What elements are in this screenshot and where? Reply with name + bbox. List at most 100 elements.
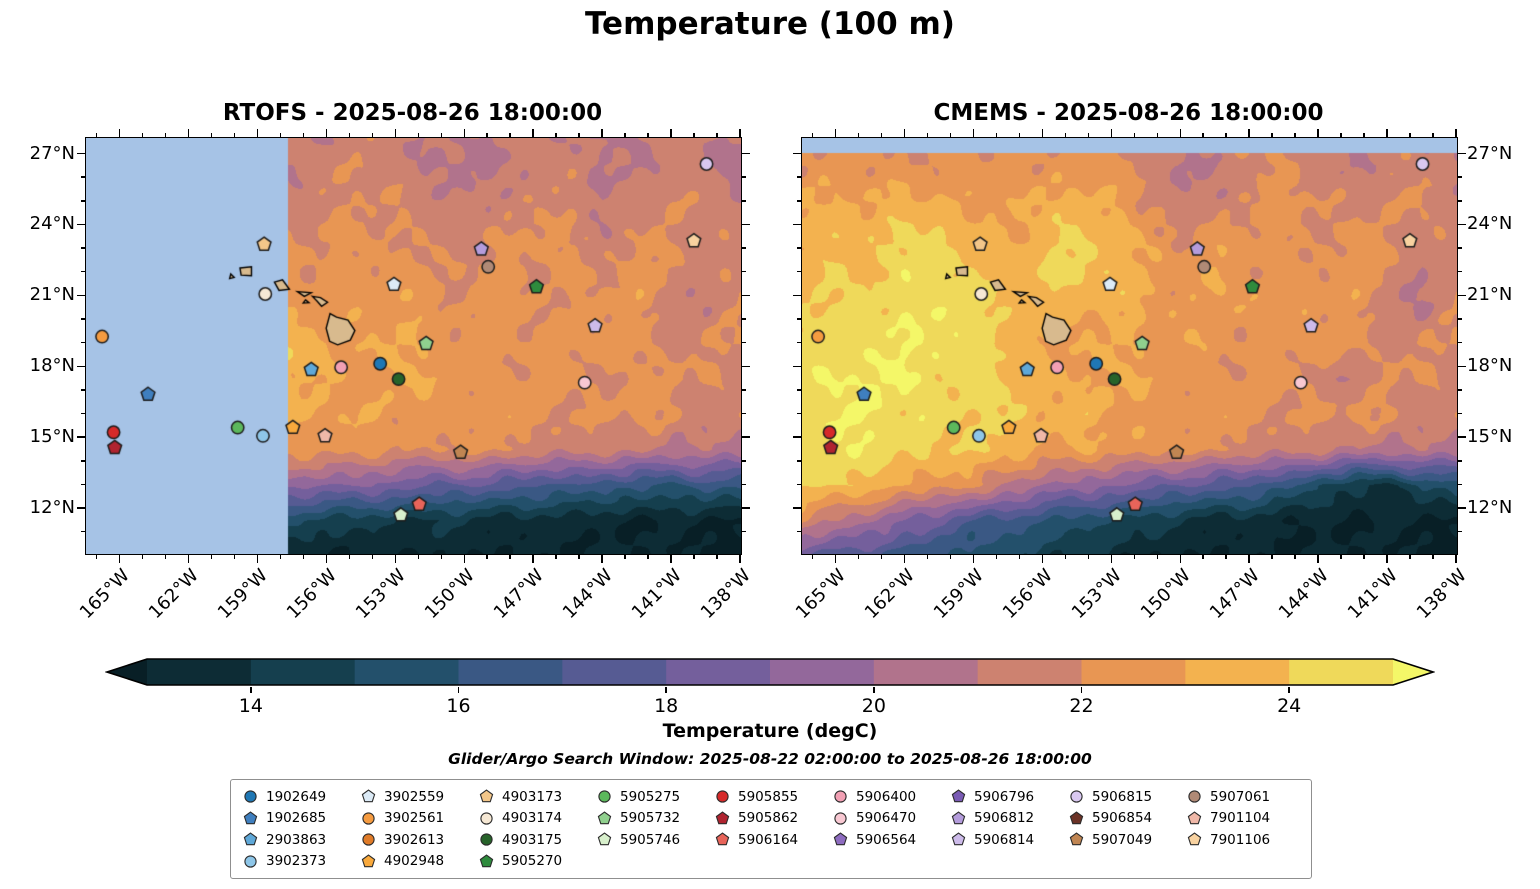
x-tick <box>926 554 929 560</box>
pentagon-marker <box>479 789 494 803</box>
legend-item-7901106: 7901106 <box>1187 829 1299 851</box>
y-tick <box>793 223 801 226</box>
x-tick-label: 165°W <box>792 565 851 624</box>
pentagon-marker-icon <box>479 854 494 867</box>
x-tick <box>1317 554 1319 563</box>
panel-title-cmems: CMEMS - 2025-08-26 18:00:00 <box>933 100 1324 126</box>
legend-item-5905862: 5905862 <box>715 808 827 830</box>
legend-label: 5905862 <box>738 810 799 827</box>
x-tick-label: 147°W <box>1205 565 1265 624</box>
colorbar-arrow <box>107 659 147 685</box>
y-tick-label: 15°N <box>1467 426 1513 448</box>
circle-marker <box>1188 790 1201 803</box>
legend-item-5906854: 5906854 <box>1069 808 1181 830</box>
x-tick <box>210 132 213 137</box>
x-tick <box>95 132 98 137</box>
legend-item-5905270: 5905270 <box>479 851 591 873</box>
circle-marker-icon <box>480 812 493 825</box>
y-tick <box>77 294 85 297</box>
x-tick <box>1018 554 1021 560</box>
x-tick <box>1041 129 1043 137</box>
x-tick <box>440 554 442 560</box>
x-tick-label: 138°W <box>696 565 755 624</box>
y-tick <box>80 460 85 462</box>
x-tick <box>1179 129 1181 137</box>
legend-item-5906815: 5906815 <box>1069 786 1181 808</box>
y-tick <box>1457 176 1463 178</box>
colorbar-segment <box>250 659 356 685</box>
colorbar-segment <box>458 659 563 685</box>
x-tick <box>325 129 327 137</box>
x-tick <box>371 554 373 560</box>
x-tick <box>463 129 465 137</box>
legend-label: 7901106 <box>1210 831 1271 848</box>
legend-label: 3902373 <box>266 853 327 870</box>
legend-column: 5905855 5905862 5906164 <box>715 786 827 872</box>
y-tick <box>796 389 801 391</box>
pentagon-marker-icon <box>597 811 612 824</box>
y-tick-label: 27°N <box>1467 142 1513 164</box>
x-tick <box>949 554 952 560</box>
legend-label: 5906815 <box>1092 788 1153 805</box>
x-tick <box>532 554 534 563</box>
x-tick <box>486 132 488 137</box>
legend-column: 5906400 5906470 5906564 <box>833 786 945 872</box>
y-tick <box>796 318 801 320</box>
y-tick <box>796 271 801 273</box>
x-tick <box>302 554 305 560</box>
x-tick <box>486 554 488 560</box>
legend-item-1902685: 1902685 <box>243 808 355 830</box>
y-tick <box>741 483 747 486</box>
legend-label: 5907049 <box>1092 831 1153 848</box>
colorbar-tick-label: 16 <box>446 695 471 717</box>
legend-label: 3902613 <box>384 831 445 848</box>
x-tick <box>1340 132 1342 137</box>
x-tick <box>532 129 534 137</box>
circle-marker <box>834 790 847 803</box>
x-tick <box>811 132 814 137</box>
y-tick <box>741 271 747 273</box>
pentagon-marker-icon <box>479 789 494 803</box>
x-tick <box>739 554 741 563</box>
x-tick <box>1041 554 1043 563</box>
circle-marker <box>362 812 375 825</box>
x-tick <box>949 132 952 137</box>
colorbar-segment <box>1289 659 1394 685</box>
legend-label: 3902561 <box>384 810 445 827</box>
x-tick <box>1156 132 1158 137</box>
y-tick <box>80 389 85 391</box>
legend-label: 1902649 <box>266 788 327 805</box>
circle-marker-icon <box>598 790 611 803</box>
y-tick <box>796 483 801 486</box>
y-tick <box>1457 507 1466 509</box>
y-tick <box>1457 247 1463 249</box>
y-tick <box>796 200 801 202</box>
circle-marker <box>244 790 257 803</box>
x-tick <box>1317 129 1319 137</box>
colorbar-tick-label: 24 <box>1277 695 1302 717</box>
x-tick <box>1409 554 1411 560</box>
x-tick <box>463 554 465 563</box>
x-tick-label: 162°W <box>861 565 920 624</box>
x-tick <box>141 132 144 137</box>
pentagon-marker-icon <box>715 811 730 824</box>
legend-label: 5906796 <box>974 788 1035 805</box>
legend-column: 3902559 3902561 3902613 4902948 <box>361 786 473 872</box>
legend-column: 4903173 4903174 4903175 5905270 <box>479 786 591 872</box>
legend-item-5907061: 5907061 <box>1187 786 1299 808</box>
pentagon-marker <box>1069 811 1084 824</box>
circle-marker <box>480 812 493 825</box>
x-tick <box>1087 554 1089 560</box>
legend-column: 5907061 7901104 7901106 <box>1187 786 1299 872</box>
legend-item-5905855: 5905855 <box>715 786 827 808</box>
legend-label: 5906812 <box>974 810 1035 827</box>
x-tick <box>95 554 98 560</box>
x-tick <box>187 554 190 563</box>
y-tick <box>77 223 85 226</box>
x-tick <box>302 132 305 137</box>
x-tick <box>371 132 373 137</box>
x-tick <box>1248 554 1250 563</box>
y-tick-label: 24°N <box>1467 213 1513 235</box>
x-tick <box>555 554 557 560</box>
y-tick <box>796 412 801 415</box>
